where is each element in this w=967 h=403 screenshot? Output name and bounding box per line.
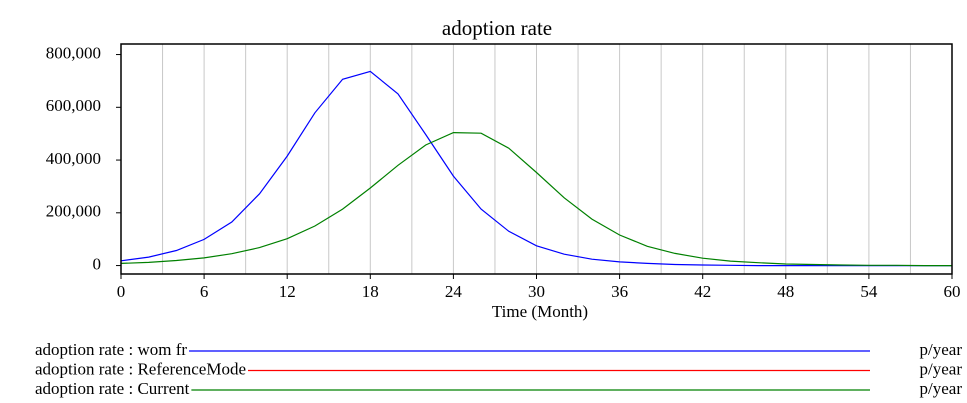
y-tick-label: 400,000: [46, 149, 101, 168]
y-tick-label: 600,000: [46, 96, 101, 115]
x-axis-title: Time (Month): [492, 302, 588, 321]
x-tick-label: 6: [200, 282, 209, 301]
series-line: [120, 131, 952, 267]
legend-label: adoption rate : Current: [35, 379, 190, 398]
x-tick-label: 24: [445, 282, 463, 301]
x-tick-label: 30: [528, 282, 545, 301]
x-tick-label: 12: [279, 282, 296, 301]
x-tick-label: 36: [611, 282, 628, 301]
x-tick-label: 54: [860, 282, 878, 301]
legend-unit: p/year: [920, 379, 963, 398]
legend-label: adoption rate : wom fr: [35, 340, 187, 359]
x-tick-label: 18: [362, 282, 379, 301]
legend-label: adoption rate : ReferenceMode: [35, 359, 246, 378]
plot-frame: [120, 43, 953, 275]
y-tick-label: 800,000: [46, 43, 101, 62]
legend-unit: p/year: [920, 359, 963, 378]
series-line: [120, 70, 952, 267]
x-tick-label: 48: [777, 282, 794, 301]
x-tick-label: 60: [944, 282, 961, 301]
x-tick-label: 0: [117, 282, 126, 301]
y-tick-label: 0: [93, 254, 102, 273]
chart-title: adoption rate: [442, 16, 552, 40]
y-tick-label: 200,000: [46, 202, 101, 221]
legend-unit: p/year: [920, 340, 963, 359]
x-tick-label: 42: [694, 282, 711, 301]
